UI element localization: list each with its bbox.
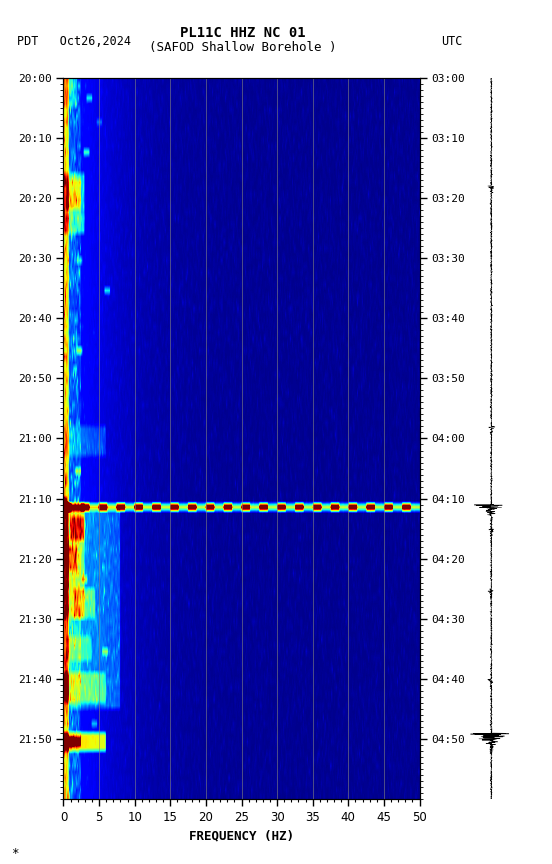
- X-axis label: FREQUENCY (HZ): FREQUENCY (HZ): [189, 829, 294, 842]
- Text: *: *: [11, 847, 19, 860]
- Text: PDT   Oct26,2024: PDT Oct26,2024: [17, 35, 131, 48]
- Text: (SAFOD Shallow Borehole ): (SAFOD Shallow Borehole ): [149, 41, 337, 54]
- Text: UTC: UTC: [442, 35, 463, 48]
- Text: PL11C HHZ NC 01: PL11C HHZ NC 01: [180, 26, 306, 40]
